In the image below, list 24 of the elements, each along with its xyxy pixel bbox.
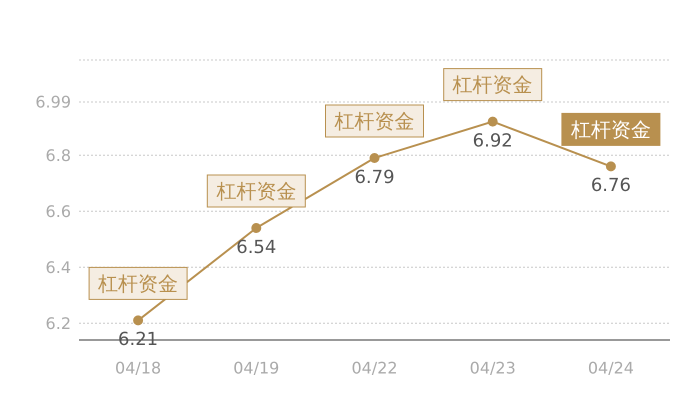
point — [251, 223, 262, 233]
x-tick-label: 04/19 — [233, 358, 280, 378]
y-tick-label: 6.4 — [46, 258, 71, 277]
data-label: 6.54 — [236, 236, 276, 258]
annotation: 杠杆资金 — [570, 117, 651, 142]
data-label: 6.76 — [590, 175, 631, 196]
data-label: 6.79 — [354, 166, 395, 188]
point — [606, 161, 616, 172]
point — [133, 315, 144, 326]
y-tick-label: 6.99 — [35, 92, 71, 112]
y-tick-label: 6.2 — [46, 314, 71, 333]
annotation: 杠杆资金 — [215, 179, 296, 203]
point — [370, 153, 380, 163]
x-tick-label: 04/24 — [588, 358, 634, 378]
annotation: 杠杆资金 — [97, 271, 178, 296]
x-tick-label: 04/22 — [351, 358, 398, 378]
y-tick-label: 6.6 — [46, 202, 71, 221]
annotation: 杠杆资金 — [452, 72, 533, 97]
annotation: 杠杆资金 — [334, 109, 414, 133]
point — [488, 116, 498, 127]
y-tick-label: 6.8 — [46, 146, 71, 165]
x-tick-label: 04/18 — [115, 358, 162, 378]
x-tick-label: 04/23 — [470, 358, 516, 378]
data-label: 6.92 — [472, 130, 513, 152]
